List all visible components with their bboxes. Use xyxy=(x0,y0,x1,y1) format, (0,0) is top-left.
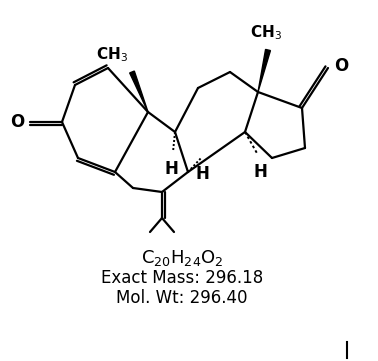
Text: C$_{20}$H$_{24}$O$_{2}$: C$_{20}$H$_{24}$O$_{2}$ xyxy=(141,248,223,268)
Polygon shape xyxy=(258,49,270,92)
Text: O: O xyxy=(334,57,348,75)
Text: O: O xyxy=(10,113,24,131)
Polygon shape xyxy=(130,71,148,112)
Text: Mol. Wt: 296.40: Mol. Wt: 296.40 xyxy=(116,289,248,307)
Text: Exact Mass: 296.18: Exact Mass: 296.18 xyxy=(101,269,263,287)
Text: CH$_3$: CH$_3$ xyxy=(250,23,282,42)
Text: H: H xyxy=(253,163,267,181)
Text: H: H xyxy=(164,160,178,178)
Text: CH$_3$: CH$_3$ xyxy=(96,45,128,64)
Text: H: H xyxy=(195,165,209,183)
